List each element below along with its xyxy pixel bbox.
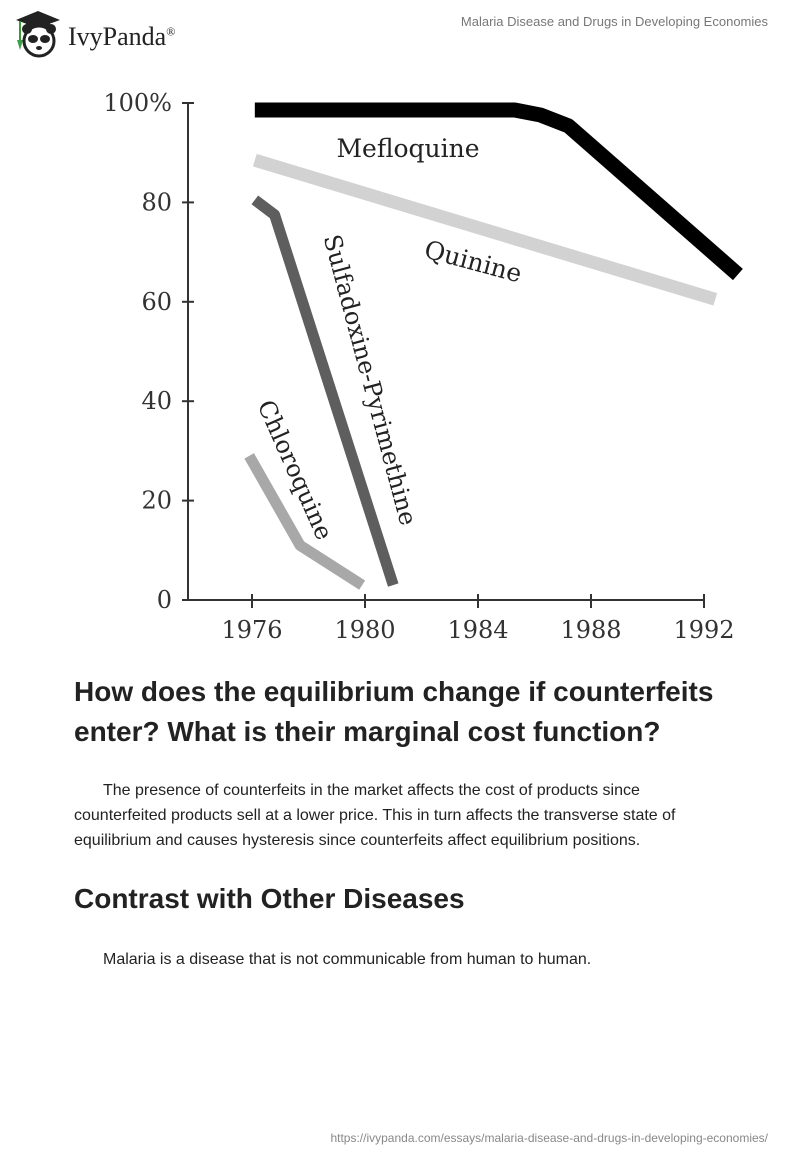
x-tick-label: 1984 — [447, 616, 508, 644]
ivypanda-logo[interactable]: IvyPanda® — [12, 8, 175, 58]
y-tick-label: 60 — [141, 288, 172, 316]
x-tick-label: 1976 — [221, 616, 282, 644]
heading-equilibrium-question: How does the equilibrium change if count… — [74, 676, 714, 747]
series-label-chloroquine: Chloroquine — [252, 396, 339, 544]
series-label-mefloquine: Mefloquine — [336, 134, 479, 163]
y-tick-label: 0 — [157, 586, 172, 614]
article-content: How does the equilibrium change if count… — [74, 672, 736, 972]
series-line-mefloquine — [254, 102, 743, 281]
panda-graduate-icon — [16, 11, 60, 58]
paragraph-counterfeits: The presence of counterfeits in the mark… — [74, 782, 676, 849]
series-label-sulfadoxine-pyrimethine: Sulfadoxine-Pyrimethine — [318, 232, 423, 529]
chart-series — [244, 102, 743, 590]
y-tick-label: 100% — [103, 89, 172, 117]
y-tick-label: 80 — [141, 188, 172, 216]
x-tick-label: 1980 — [334, 616, 395, 644]
brand-text: IvyPanda — [68, 22, 167, 51]
series-line-quinine — [252, 153, 718, 306]
heading-contrast-other-diseases: Contrast with Other Diseases — [74, 883, 465, 914]
y-tick-label: 20 — [141, 487, 172, 515]
paragraph-malaria: Malaria is a disease that is not communi… — [103, 951, 592, 968]
brand-name: IvyPanda® — [68, 22, 175, 52]
chart-axes: 0 20 40 60 80 100% 1976 1980 1984 1988 1992 — [103, 89, 734, 644]
series-line-sulfadoxine-pyrimethine — [251, 195, 399, 587]
x-tick-label: 1988 — [560, 616, 621, 644]
y-tick-label: 40 — [141, 387, 172, 415]
registered-mark: ® — [166, 24, 176, 39]
series-line-chloroquine — [244, 453, 366, 590]
source-url[interactable]: https://ivypanda.com/essays/malaria-dise… — [330, 1131, 768, 1145]
document-title: Malaria Disease and Drugs in Developing … — [460, 14, 768, 29]
x-tick-label: 1992 — [673, 616, 734, 644]
drug-efficacy-chart: 0 20 40 60 80 100% 1976 1980 1984 1988 1992 Mefloq… — [103, 89, 743, 644]
